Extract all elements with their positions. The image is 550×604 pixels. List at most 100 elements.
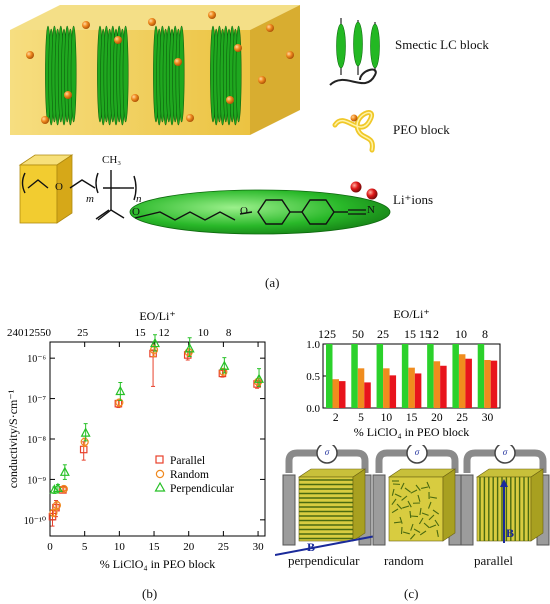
lc-mesogen [235,25,242,123]
smectic-layer-illustration [10,5,300,135]
bar-top-tick-label: 8 [482,327,488,341]
bar-category-label: 30 [482,412,494,424]
field-arrowhead [500,479,508,487]
peo-ion-sphere [266,24,274,32]
bar [326,344,333,408]
lamella [421,512,429,516]
bar [427,344,434,408]
bar [433,361,441,408]
peo-ion-sphere [26,51,34,59]
legend-label: Perpendicular [170,483,234,495]
sigma-label: σ [415,447,420,457]
lamella [407,500,412,508]
peo-ion-sphere [114,36,122,44]
magnet-pole [460,474,474,546]
orientation-illustrations: σ Bσ σ B [275,445,550,556]
lamella [410,489,418,494]
lamella [428,514,435,521]
peo-ion-sphere [186,114,194,122]
peo-ion-sphere [82,21,90,29]
legend-marker-random [155,469,165,479]
bar-top-tick-label: 10 [455,327,467,341]
x-tick-label: 25 [218,541,230,553]
top-tick-label: 24012550 [7,327,52,339]
peo-ion-sphere [174,58,182,66]
lamella [419,530,427,536]
bar-y-tick-label: 0.5 [306,371,320,383]
lamella [410,515,419,518]
lc-mesogen-layers [45,25,242,126]
lamella [391,508,399,514]
legend-label: Parallel [170,455,205,467]
cube-face [298,476,354,542]
y-tick-label: 10⁻⁹ [27,475,46,486]
top-tick-label: 10 [198,327,210,339]
bar-y-tick-label: 0.0 [306,403,320,415]
legend-marker-parallel [155,455,164,464]
field-arrow [275,534,382,556]
lamella [415,484,421,491]
lamella [418,517,424,525]
formula-m: m [86,193,94,205]
conductivity-meter [494,445,516,464]
top-tick-label: 25 [77,327,89,339]
peo-ion-sphere [226,96,234,104]
formula-nitrile-n: N [367,204,375,216]
legend-peo-label: PEO block [393,122,450,137]
y-tick-label: 10⁻⁸ [27,435,46,446]
formula-ether-o: O [55,181,63,193]
peo-ion-sphere [286,51,294,59]
bar [357,368,365,408]
point-perpendicular [115,385,126,396]
peo-ion-sphere [208,11,216,19]
conductivity-scatter-chart: 0 5 10 15 20 25 30 10⁻¹⁰ 10⁻⁹ 10⁻⁸ 10⁻⁷ 10⁻⁶ 2401255… [6,309,266,571]
y-axis-label: conductivity/S·cm⁻¹ [6,389,20,488]
point-perpendicular [49,484,60,494]
bar [458,354,466,408]
bar [401,344,409,408]
orientation-label-random: random [384,553,424,568]
lamella [393,521,402,524]
lamella [401,495,408,501]
peo-ion-sphere [64,91,72,99]
peo-ion-sphere [131,94,139,102]
sigma-label: σ [325,447,330,457]
orientation-label-parallel: parallel [474,553,513,568]
chemical-structure [18,154,391,235]
lc-mesogen [122,25,129,123]
point-perpendicular [254,373,265,383]
bar-top-axis-label: EO/Li⁺ [393,308,429,321]
point-random [52,501,62,510]
legend-lc-label: Smectic LC block [395,37,489,52]
lamella [432,509,440,515]
bar-top-tick-label: 125 [318,327,336,341]
panel-a-caption: (a) [265,275,280,290]
conductivity-meter [406,445,428,464]
bar-top-tick-label: 15 [404,327,416,341]
bar [332,379,339,408]
field-label: B [307,540,315,554]
bar [490,360,498,408]
lc-mesogen [178,25,185,123]
bar-top-tick-label: 50 [352,327,364,341]
bar-y-tick-label: 1.0 [306,339,320,351]
legend-marker-perpendicular [154,481,166,492]
orientation-label-perpendicular: perpendicular [288,553,360,568]
bar [414,373,422,408]
y-tick-label: 10⁻⁶ [27,354,46,365]
x-tick-label: 20 [183,541,195,553]
point-perpendicular [150,337,161,348]
bar [339,381,346,408]
bar-category-label: 5 [358,412,364,424]
lamella [410,523,414,531]
lc-mesogen [70,25,77,123]
bar-category-label: 25 [456,412,468,424]
peo-ion-sphere [258,76,266,84]
lamella [426,481,431,489]
x-tick-label: 30 [253,541,265,553]
lamella [429,524,437,529]
lamella [423,522,430,529]
top-tick-label: 15 [135,327,147,339]
lamella [399,516,403,524]
